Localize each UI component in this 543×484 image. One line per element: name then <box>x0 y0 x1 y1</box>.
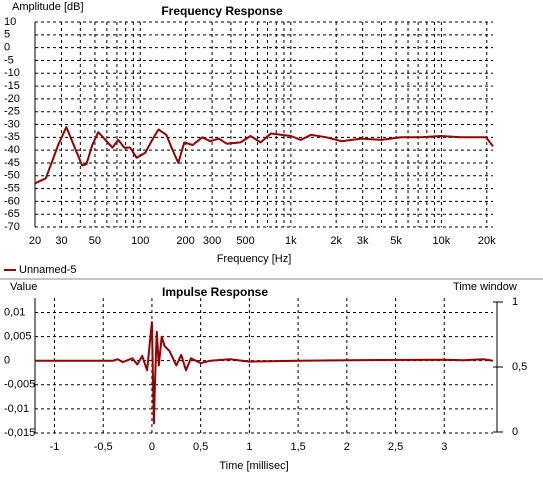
x-tick-label: 10k <box>433 235 451 247</box>
x-tick-label: 30 <box>55 235 67 247</box>
y-tick-label: 10 <box>4 16 16 28</box>
x-tick-label: 5k <box>390 235 402 247</box>
chart-title: Impulse Response <box>162 285 268 299</box>
y-tick-label: -15 <box>4 80 20 92</box>
y2-axis-label: Time window <box>453 281 517 293</box>
y-tick-label: -25 <box>4 106 20 118</box>
x-tick-label: 1,5 <box>290 441 305 453</box>
series-line <box>34 126 494 185</box>
legend-label: Unnamed-5 <box>19 264 76 276</box>
y2-tick-label: 1 <box>512 296 518 308</box>
x-tick-label: 0,5 <box>193 441 208 453</box>
x-tick-label: 2,5 <box>388 441 403 453</box>
x-tick-label: 1 <box>246 441 252 453</box>
x-tick-label: 2k <box>330 235 342 247</box>
plot-area <box>35 298 493 433</box>
y-tick-label: -65 <box>4 208 20 220</box>
y-axis-label: Value <box>10 281 37 293</box>
x-tick-label: 300 <box>203 235 221 247</box>
y-tick-label: -70 <box>4 221 20 233</box>
chart-title: Frequency Response <box>161 4 283 18</box>
y-tick-label: 0 <box>4 42 10 54</box>
y-tick-label: -0,005 <box>4 379 35 391</box>
x-axis-label: Time [millisec] <box>219 460 288 472</box>
y-tick-label: -45 <box>4 157 20 169</box>
x-tick-label: 3k <box>357 235 369 247</box>
x-tick-label: -1 <box>50 441 60 453</box>
y-tick-label: -40 <box>4 144 20 156</box>
y-tick-label: -0,015 <box>4 427 35 439</box>
y-tick-label: 5 <box>4 29 10 41</box>
x-tick-label: 100 <box>131 235 149 247</box>
x-tick-label: 0 <box>149 441 155 453</box>
y-tick-label: -0,01 <box>4 403 29 415</box>
y-tick-label: -30 <box>4 118 20 130</box>
y-tick-label: 0,005 <box>4 330 32 342</box>
y-tick-label: -50 <box>4 170 20 182</box>
x-tick-label: 500 <box>236 235 254 247</box>
y-tick-label: 0,01 <box>4 306 25 318</box>
y-tick-label: -60 <box>4 195 20 207</box>
y2-tick-label: 0,5 <box>512 361 527 373</box>
x-tick-label: -0,5 <box>94 441 113 453</box>
x-tick-label: 200 <box>176 235 194 247</box>
x-axis-label: Frequency [Hz] <box>217 253 292 265</box>
y-tick-label: -10 <box>4 67 20 79</box>
x-tick-label: 50 <box>89 235 101 247</box>
x-tick-label: 20k <box>478 235 496 247</box>
y-tick-label: -5 <box>4 54 14 66</box>
x-tick-label: 2 <box>344 441 350 453</box>
y-tick-label: -55 <box>4 182 20 194</box>
series-line <box>35 321 494 425</box>
y-tick-label: -20 <box>4 93 20 105</box>
x-tick-label: 1k <box>285 235 297 247</box>
y-tick-label: -35 <box>4 131 20 143</box>
y-axis-label: Amplitude [dB] <box>12 1 84 13</box>
x-tick-label: 3 <box>441 441 447 453</box>
x-tick-label: 20 <box>29 235 41 247</box>
y2-tick-label: 0 <box>512 426 518 438</box>
y-tick-label: 0 <box>4 355 10 367</box>
